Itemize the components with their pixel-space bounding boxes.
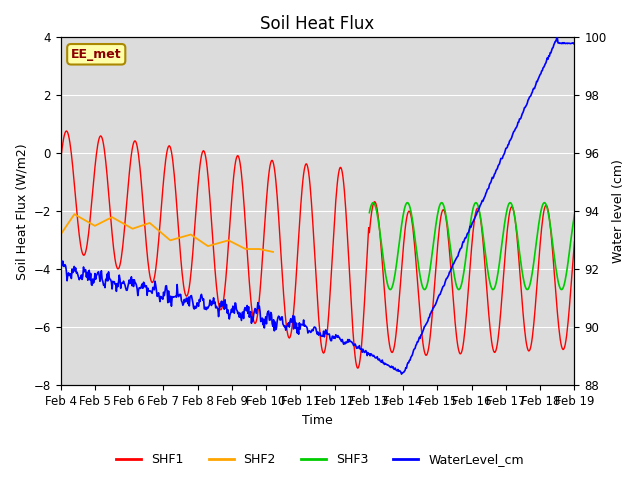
Y-axis label: Soil Heat Flux (W/m2): Soil Heat Flux (W/m2) [15,143,28,280]
Title: Soil Heat Flux: Soil Heat Flux [260,15,374,33]
Legend: SHF1, SHF2, SHF3, WaterLevel_cm: SHF1, SHF2, SHF3, WaterLevel_cm [111,448,529,471]
Y-axis label: Water level (cm): Water level (cm) [612,159,625,263]
X-axis label: Time: Time [302,414,333,427]
Text: EE_met: EE_met [71,48,122,61]
